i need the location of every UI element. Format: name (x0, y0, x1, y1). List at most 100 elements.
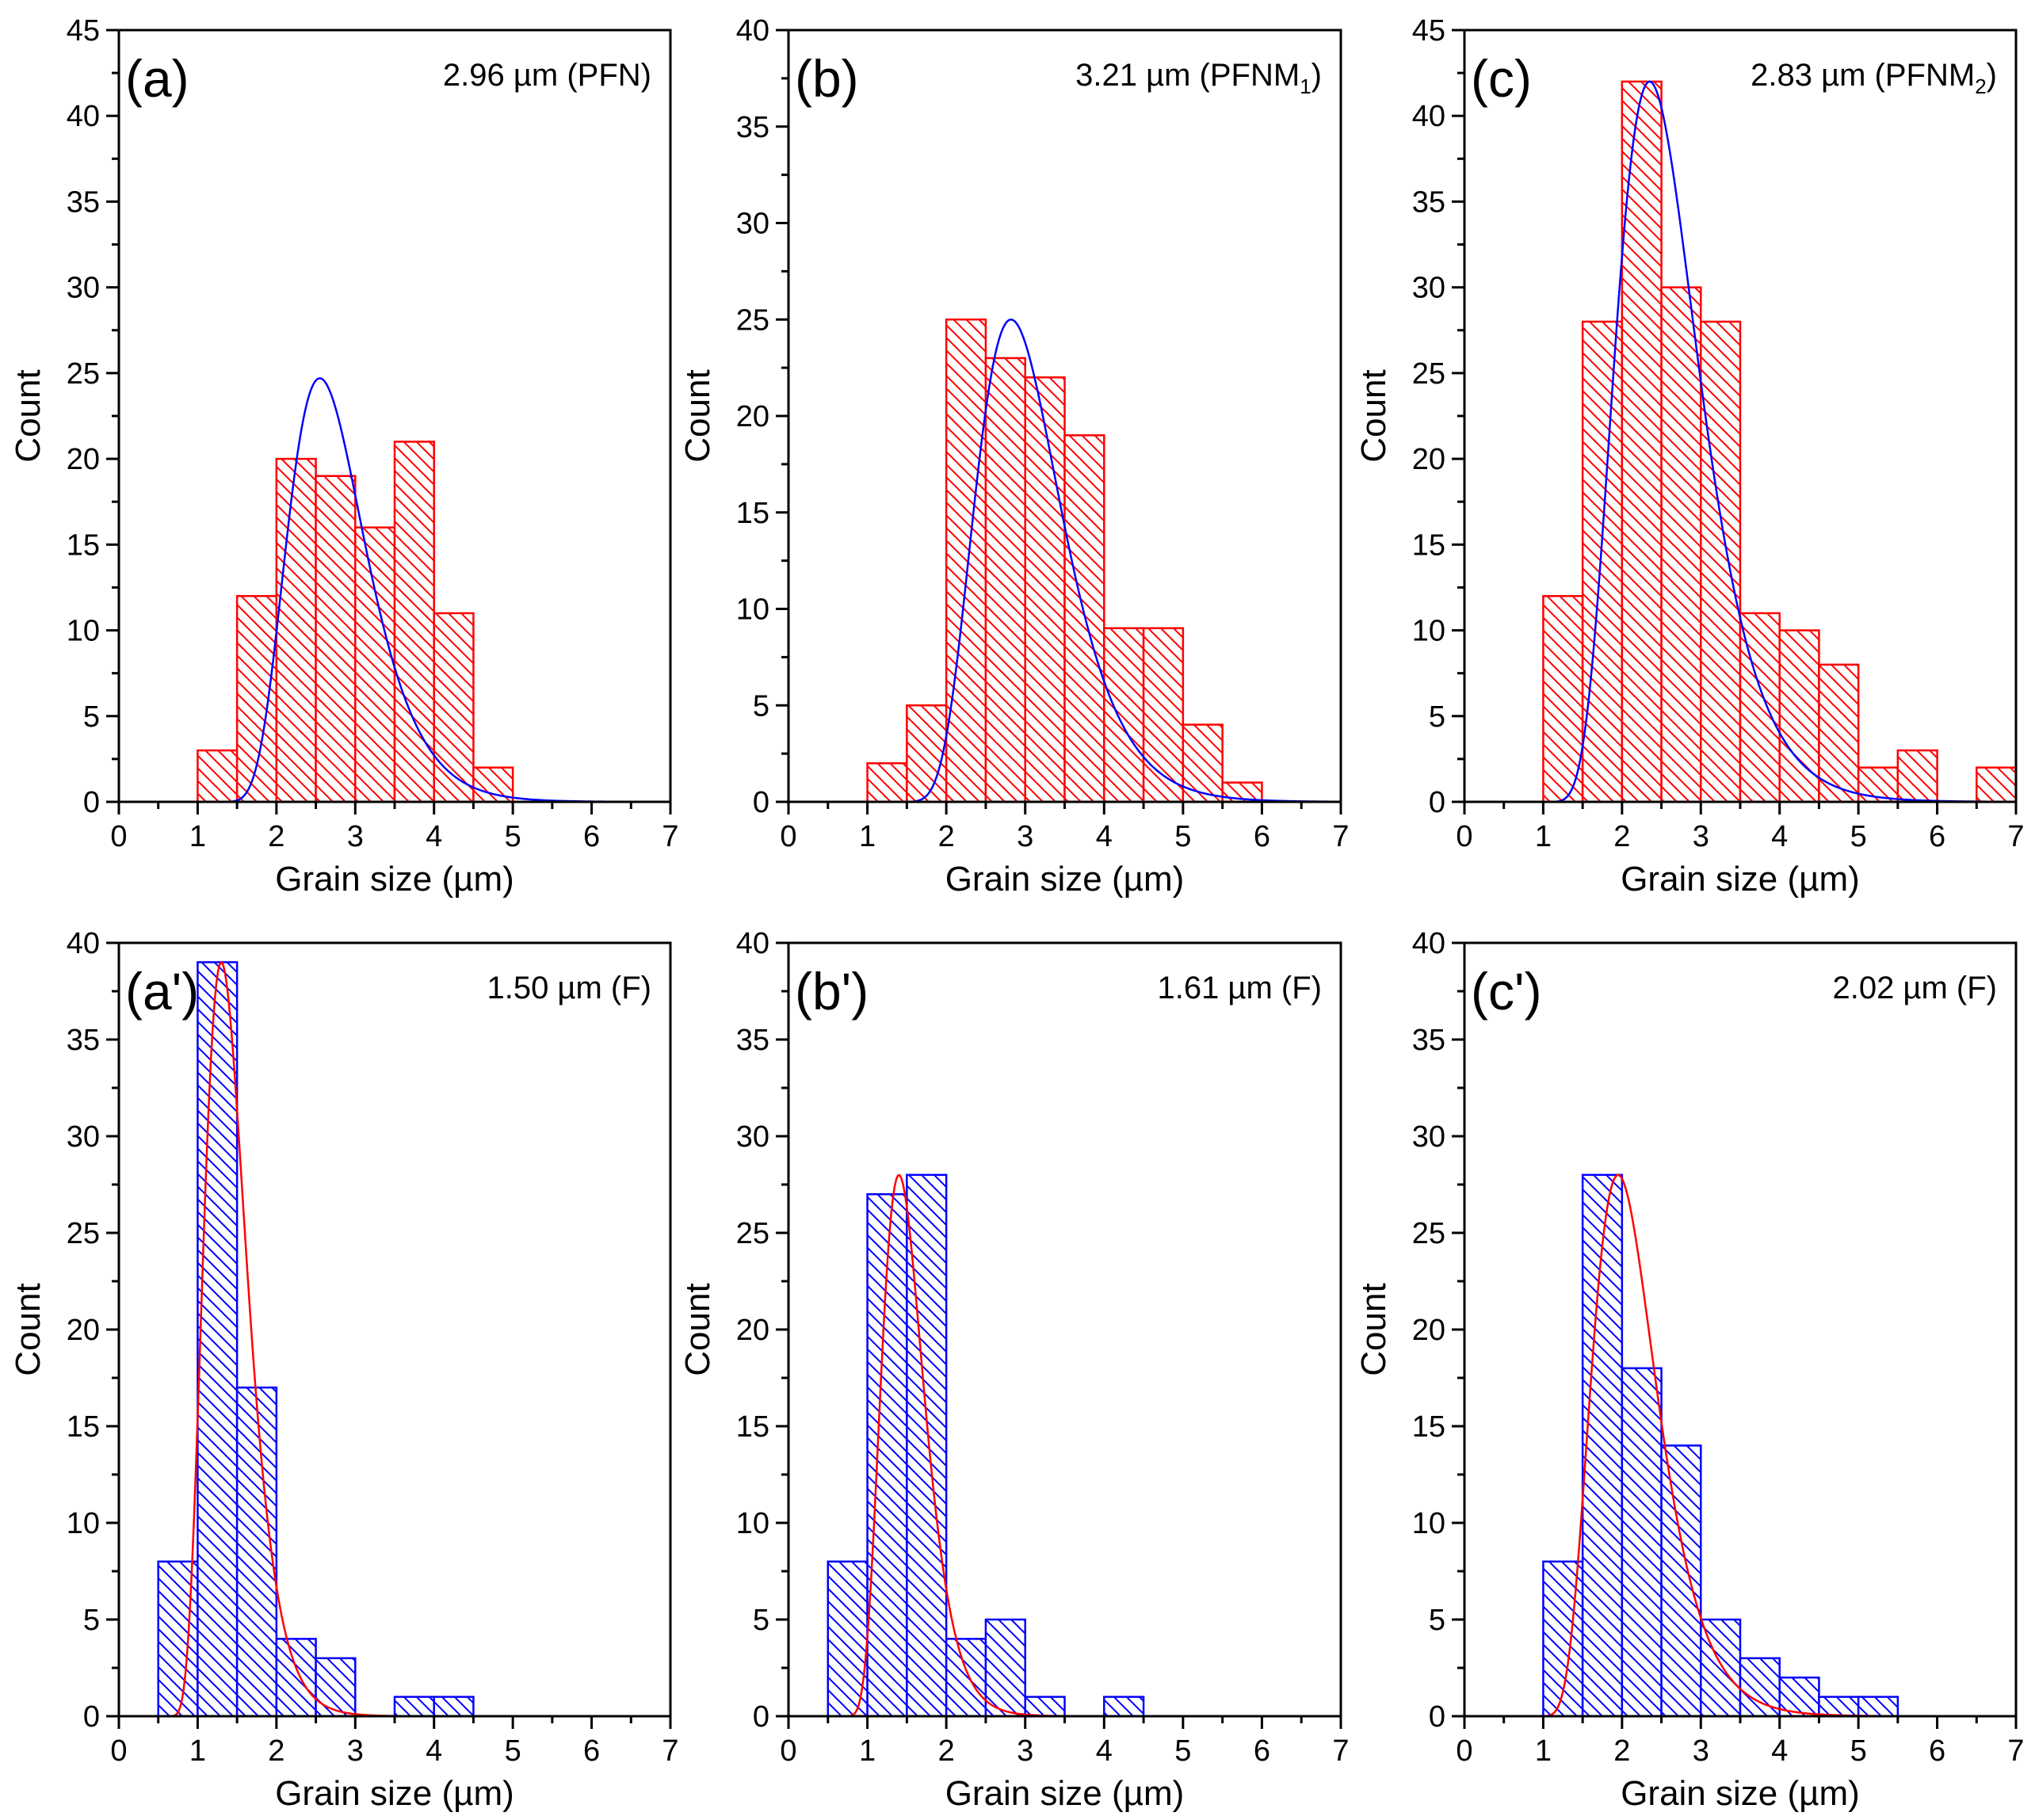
y-tick-label: 10 (67, 615, 100, 648)
y-tick-label: 15 (1412, 1410, 1445, 1444)
x-axis-title: Grain size (µm) (1621, 1774, 1860, 1813)
histogram-bar (1581, 1173, 1624, 1718)
y-axis-title: Count (1354, 1283, 1393, 1375)
y-tick-label: 30 (67, 272, 100, 305)
histogram-bar (866, 762, 908, 803)
y-tick-label: 25 (1412, 357, 1445, 391)
histogram-bar (1103, 1696, 1145, 1718)
y-tick-label: 25 (67, 357, 100, 391)
y-tick-label: 10 (1412, 1507, 1445, 1540)
x-tick-label: 0 (780, 820, 796, 853)
y-tick-label: 35 (1412, 1024, 1445, 1057)
y-tick-label: 20 (1412, 443, 1445, 476)
panel-label: (c') (1471, 962, 1542, 1021)
x-tick-label: 6 (583, 820, 600, 853)
y-tick-label: 40 (736, 14, 769, 48)
histogram-bar (433, 612, 475, 803)
x-tick-label: 7 (1332, 820, 1349, 853)
y-tick-label: 25 (736, 303, 769, 337)
histogram-bar (906, 704, 948, 803)
histogram-bar (275, 1638, 317, 1718)
fit-curve (867, 318, 1342, 803)
y-tick-label: 35 (736, 111, 769, 144)
y-tick-label: 30 (1412, 272, 1445, 305)
x-tick-label: 5 (1174, 820, 1191, 853)
x-tick-label: 2 (268, 1734, 284, 1768)
y-tick-label: 30 (736, 208, 769, 241)
y-tick-label: 40 (1412, 100, 1445, 133)
x-tick-label: 5 (1850, 1734, 1867, 1768)
x-tick-label: 2 (938, 820, 955, 853)
x-tick-label: 3 (1693, 820, 1709, 853)
histogram-bar (1857, 1696, 1899, 1718)
histogram-bar (984, 1618, 1026, 1718)
x-tick-label: 2 (938, 1734, 955, 1768)
y-tick-label: 40 (67, 100, 100, 133)
y-tick-label: 20 (67, 1314, 100, 1347)
y-tick-label: 0 (753, 1700, 769, 1734)
y-axis-title: Count (9, 369, 48, 462)
x-tick-label: 0 (110, 1734, 127, 1768)
mean-size-annotation: 2.02 µm (F) (1832, 971, 1997, 1005)
y-tick-label: 30 (67, 1120, 100, 1154)
y-tick-label: 5 (753, 1604, 769, 1637)
x-tick-label: 4 (426, 820, 442, 853)
histogram-bar (235, 595, 278, 803)
histogram-bar (1660, 286, 1702, 803)
y-tick-label: 5 (83, 1604, 100, 1637)
histogram-bar (315, 1657, 357, 1718)
chart-panel-a-prime: 0 1 2 3 4 5 6 7 0 5 10 15 20 25 30 35 40 Grain size (µm) C… (9, 927, 679, 1813)
histogram-bar (197, 961, 239, 1718)
panel-label: (b') (795, 962, 869, 1021)
y-tick-label: 40 (1412, 927, 1445, 960)
x-tick-label: 5 (1174, 1734, 1191, 1768)
histogram-bar (1621, 1367, 1663, 1718)
histogram-bar (393, 1696, 435, 1718)
x-axis-title: Grain size (µm) (1621, 860, 1860, 899)
y-tick-label: 30 (736, 1120, 769, 1154)
histogram-bar (315, 475, 357, 803)
x-tick-label: 5 (505, 1734, 521, 1768)
chart-panel-b: 0 1 2 3 4 5 6 7 0 5 10 15 20 25 30 35 40 Grain size (µm) C… (678, 14, 1350, 899)
x-tick-label: 1 (189, 820, 206, 853)
y-tick-label: 40 (67, 927, 100, 960)
x-tick-label: 0 (1456, 820, 1472, 853)
histogram-bar (1024, 1696, 1066, 1718)
mean-size-annotation: 2.96 µm (PFN) (443, 58, 651, 93)
x-tick-label: 0 (1456, 1734, 1472, 1768)
y-axis-title: Count (678, 1283, 717, 1375)
y-tick-label: 20 (736, 400, 769, 433)
histogram-bar (1896, 749, 1938, 803)
histogram-bar (1660, 1444, 1702, 1718)
y-tick-label: 10 (736, 593, 769, 627)
histogram-bar (1818, 663, 1860, 803)
mean-size-annotation: 1.61 µm (F) (1157, 971, 1322, 1005)
y-axis-title: Count (1354, 369, 1393, 462)
histogram-bar (1621, 80, 1663, 803)
y-tick-label: 45 (67, 14, 100, 48)
histogram-bar (1103, 627, 1145, 803)
histogram-bar (984, 357, 1026, 803)
histogram-bar (1024, 376, 1066, 803)
x-tick-label: 2 (1613, 820, 1630, 853)
histogram-bar (1542, 595, 1584, 803)
x-tick-label: 0 (110, 820, 127, 853)
y-tick-label: 0 (1429, 1700, 1445, 1734)
histogram-bar (1182, 723, 1224, 803)
mean-size-annotation: 1.50 µm (F) (487, 971, 651, 1005)
y-tick-label: 15 (736, 497, 769, 530)
x-tick-label: 2 (1613, 1734, 1630, 1768)
x-tick-label: 7 (662, 820, 678, 853)
y-tick-label: 0 (1429, 786, 1445, 819)
panel-label: (a') (125, 962, 199, 1021)
histogram-bar (1778, 629, 1820, 803)
x-tick-label: 1 (859, 1734, 876, 1768)
y-tick-label: 15 (1412, 528, 1445, 562)
y-axis-title: Count (678, 369, 717, 462)
x-tick-label: 3 (347, 1734, 364, 1768)
histogram-bar (197, 749, 239, 803)
histogram-bar (945, 1638, 987, 1718)
y-tick-label: 30 (1412, 1120, 1445, 1154)
x-tick-label: 7 (2007, 1734, 2024, 1768)
